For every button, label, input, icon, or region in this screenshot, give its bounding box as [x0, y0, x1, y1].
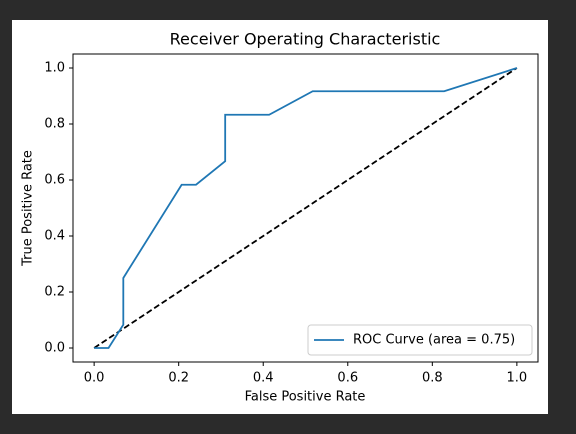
y-tick-label: 0.2 [44, 285, 65, 300]
legend-label: ROC Curve (area = 0.75) [353, 333, 515, 348]
chart-title: Receiver Operating Characteristic [170, 30, 441, 49]
y-tick-label: 0.8 [44, 117, 65, 132]
x-tick-label: 0.8 [422, 371, 443, 386]
y-tick-label: 1.0 [44, 61, 65, 76]
x-tick-label: 0.0 [84, 371, 105, 386]
y-axis-label: True Positive Rate [21, 150, 36, 267]
x-tick-label: 1.0 [507, 371, 528, 386]
x-tick-label: 0.4 [253, 371, 274, 386]
x-axis-label: False Positive Rate [245, 390, 366, 405]
y-tick-label: 0.6 [44, 173, 65, 188]
x-tick-label: 0.2 [168, 371, 189, 386]
legend-box [307, 324, 533, 356]
plot-frame [72, 53, 539, 363]
y-tick-label: 0.4 [44, 229, 65, 244]
roc-line [94, 67, 518, 349]
reference-line [93, 67, 518, 349]
y-tick-label: 0.0 [44, 341, 65, 356]
x-tick-label: 0.6 [337, 371, 358, 386]
